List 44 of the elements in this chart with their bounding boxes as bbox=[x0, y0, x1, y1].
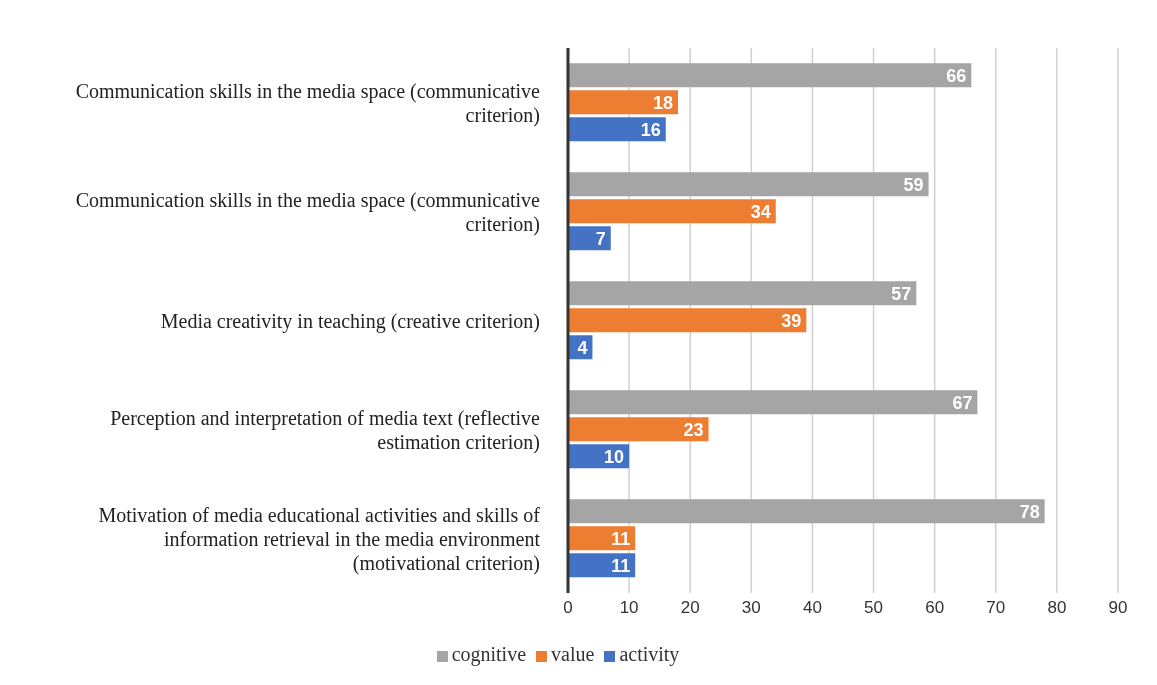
data-label: 78 bbox=[1019, 501, 1040, 522]
legend-label: cognitive bbox=[451, 643, 527, 665]
y-tick-label: Motivation of media educational activities and skills of information retrieval in the media environment (motivational criterion) bbox=[98, 503, 541, 575]
data-label: 39 bbox=[781, 310, 802, 331]
data-label: 4 bbox=[577, 337, 588, 358]
x-tick-label: 70 bbox=[986, 598, 1006, 618]
x-tick-label: 60 bbox=[925, 598, 945, 618]
x-tick-label: 30 bbox=[741, 598, 761, 618]
bar bbox=[568, 226, 611, 251]
data-label: 34 bbox=[750, 201, 771, 222]
x-tick-label: 40 bbox=[802, 598, 822, 618]
y-tick-label: Communication skills in the media space (communicative criterion) bbox=[75, 188, 541, 236]
legend-label: value bbox=[551, 643, 595, 665]
data-label: 11 bbox=[611, 555, 631, 576]
legend-label: activity bbox=[619, 643, 680, 665]
x-tick-label: 10 bbox=[619, 598, 639, 618]
x-tick-label: 80 bbox=[1047, 598, 1067, 618]
bar bbox=[568, 281, 917, 306]
data-label: 10 bbox=[604, 446, 625, 467]
y-tick-label: Media creativity in teaching (creative criterion) bbox=[160, 309, 540, 333]
bar bbox=[568, 499, 1045, 524]
data-label: 16 bbox=[640, 119, 661, 140]
x-tick-label: 20 bbox=[680, 598, 700, 618]
data-label: 59 bbox=[903, 174, 924, 195]
bar bbox=[568, 417, 709, 442]
data-label: 18 bbox=[652, 92, 673, 113]
bar bbox=[568, 308, 807, 333]
x-tick-label: 90 bbox=[1108, 598, 1128, 618]
data-label: 23 bbox=[683, 419, 704, 440]
bar bbox=[568, 390, 978, 415]
x-tick-label: 50 bbox=[864, 598, 884, 618]
bar bbox=[568, 199, 776, 224]
data-label: 66 bbox=[946, 65, 967, 86]
bar bbox=[568, 172, 929, 197]
data-label: 7 bbox=[595, 228, 606, 249]
data-label: 67 bbox=[952, 392, 973, 413]
data-label: 11 bbox=[611, 528, 631, 549]
y-tick-label: Communication skills in the media space (communicative criterion) bbox=[75, 79, 541, 127]
bar bbox=[568, 63, 972, 88]
y-tick-label: Perception and interpretation of media text (reflective estimation criterion) bbox=[110, 406, 541, 454]
data-label: 57 bbox=[891, 283, 912, 304]
bar bbox=[568, 117, 666, 142]
bar bbox=[568, 90, 678, 115]
x-tick-label: 0 bbox=[563, 598, 573, 618]
